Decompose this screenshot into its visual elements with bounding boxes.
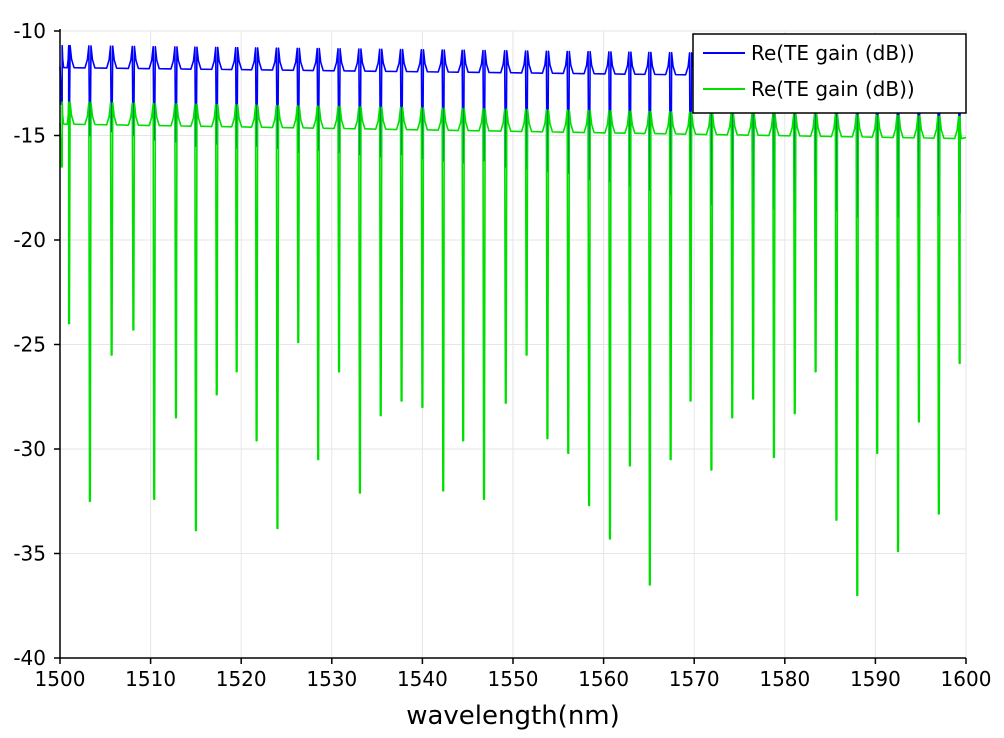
legend-box — [692, 33, 967, 114]
x-tick-label: 1580 — [759, 667, 810, 691]
ticks: 1500 1510 1520 1530 1540 1550 1560 1570 1580 1590… — [13, 19, 991, 691]
x-tick-label: 1570 — [669, 667, 720, 691]
y-tick-label: -25 — [13, 333, 46, 357]
y-tick-label: -35 — [13, 542, 46, 566]
series-line-2 — [59, 101, 967, 597]
y-tick-label: -40 — [13, 646, 46, 670]
x-tick-label: 1590 — [850, 667, 901, 691]
x-tick-label: 1500 — [35, 667, 86, 691]
y-tick-label: -10 — [13, 19, 46, 43]
x-axis-title: wavelength(nm) — [406, 701, 620, 731]
x-tick-label: 1600 — [941, 667, 992, 691]
legend-label-series-1: Re(TE gain (dB)) — [751, 41, 915, 65]
x-tick-label: 1510 — [125, 667, 176, 691]
y-tick-label: -30 — [13, 437, 46, 461]
x-tick-label: 1520 — [216, 667, 267, 691]
series-layer — [59, 44, 967, 597]
legend: Re(TE gain (dB)) Re(TE gain (dB)) — [692, 33, 967, 114]
x-tick-label: 1540 — [397, 667, 448, 691]
x-tick-label: 1560 — [578, 667, 629, 691]
legend-label-series-2: Re(TE gain (dB)) — [751, 77, 915, 101]
x-tick-label: 1530 — [306, 667, 357, 691]
y-tick-label: -15 — [13, 124, 46, 148]
y-tick-label: -20 — [13, 228, 46, 252]
x-tick-label: 1550 — [488, 667, 539, 691]
